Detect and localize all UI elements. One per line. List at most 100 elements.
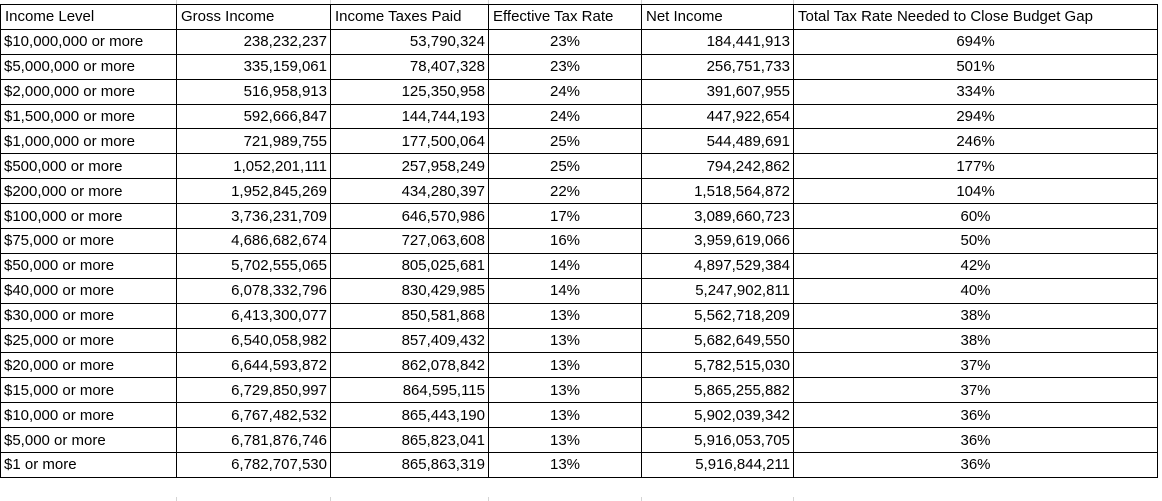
table-cell[interactable]: 5,916,053,705 [641,427,794,454]
table-cell[interactable]: $20,000 or more [0,352,177,379]
table-cell[interactable]: 5,682,649,550 [641,327,794,354]
table-cell[interactable]: 544,489,691 [641,128,794,155]
table-cell[interactable]: 5,916,844,211 [641,452,794,478]
table-cell[interactable]: 36% [793,427,1158,454]
table-cell[interactable]: $15,000 or more [0,377,177,404]
table-cell[interactable]: 1,952,845,269 [176,178,331,205]
table-cell[interactable]: 6,644,593,872 [176,352,331,379]
table-cell[interactable]: 104% [793,178,1158,205]
table-cell[interactable]: 501% [793,53,1158,80]
table-cell[interactable]: 256,751,733 [641,53,794,80]
table-cell[interactable]: 13% [488,427,642,454]
table-cell[interactable]: 42% [793,252,1158,279]
table-cell[interactable]: 335,159,061 [176,53,331,80]
table-cell[interactable]: 1,518,564,872 [641,178,794,205]
table-cell[interactable]: 434,280,397 [330,178,489,205]
table-cell[interactable]: $1 or more [0,452,177,478]
table-cell[interactable]: $30,000 or more [0,302,177,329]
table-cell[interactable]: 1,052,201,111 [176,153,331,180]
table-cell[interactable]: 447,922,654 [641,103,794,130]
table-cell[interactable]: 60% [793,203,1158,230]
table-cell[interactable]: 36% [793,402,1158,429]
table-cell[interactable]: $200,000 or more [0,178,177,205]
table-cell[interactable]: 23% [488,28,642,55]
table-cell[interactable]: 865,443,190 [330,402,489,429]
table-cell[interactable]: 5,702,555,065 [176,252,331,279]
table-cell[interactable]: 13% [488,377,642,404]
table-cell[interactable]: 13% [488,327,642,354]
table-cell[interactable]: 857,409,432 [330,327,489,354]
table-cell[interactable]: 144,744,193 [330,103,489,130]
table-cell[interactable]: $1,500,000 or more [0,103,177,130]
table-cell[interactable]: 24% [488,78,642,105]
table-cell[interactable]: 78,407,328 [330,53,489,80]
table-cell[interactable]: 4,686,682,674 [176,228,331,254]
table-cell[interactable]: 516,958,913 [176,78,331,105]
table-cell[interactable]: 5,247,902,811 [641,277,794,304]
table-cell[interactable]: $1,000,000 or more [0,128,177,155]
table-cell[interactable]: 40% [793,277,1158,304]
table-cell[interactable]: 592,666,847 [176,103,331,130]
table-cell[interactable]: $75,000 or more [0,228,177,254]
table-cell[interactable]: 3,736,231,709 [176,203,331,230]
column-header[interactable]: Income Level [0,4,177,30]
table-cell[interactable]: 6,729,850,997 [176,377,331,404]
table-cell[interactable]: 53,790,324 [330,28,489,55]
table-cell[interactable]: 36% [793,452,1158,478]
table-cell[interactable]: 6,540,058,982 [176,327,331,354]
table-cell[interactable]: 38% [793,327,1158,354]
table-cell[interactable]: 38% [793,302,1158,329]
table-cell[interactable]: 24% [488,103,642,130]
table-cell[interactable]: 5,902,039,342 [641,402,794,429]
table-cell[interactable]: 334% [793,78,1158,105]
table-cell[interactable]: 257,958,249 [330,153,489,180]
table-cell[interactable]: 238,232,237 [176,28,331,55]
table-cell[interactable]: $5,000 or more [0,427,177,454]
table-cell[interactable]: 17% [488,203,642,230]
table-cell[interactable]: 865,863,319 [330,452,489,478]
table-cell[interactable]: $50,000 or more [0,252,177,279]
table-cell[interactable]: $500,000 or more [0,153,177,180]
column-header[interactable]: Net Income [641,4,794,30]
table-cell[interactable]: 727,063,608 [330,228,489,254]
table-cell[interactable]: 13% [488,352,642,379]
table-cell[interactable]: $25,000 or more [0,327,177,354]
table-cell[interactable]: $5,000,000 or more [0,53,177,80]
table-cell[interactable]: 6,078,332,796 [176,277,331,304]
table-cell[interactable]: $40,000 or more [0,277,177,304]
table-cell[interactable]: 5,782,515,030 [641,352,794,379]
table-cell[interactable]: 850,581,868 [330,302,489,329]
table-cell[interactable]: 864,595,115 [330,377,489,404]
table-cell[interactable]: 246% [793,128,1158,155]
table-cell[interactable]: 37% [793,352,1158,379]
table-cell[interactable]: $10,000 or more [0,402,177,429]
column-header[interactable]: Income Taxes Paid [330,4,489,30]
column-header[interactable]: Total Tax Rate Needed to Close Budget Ga… [793,4,1158,30]
table-cell[interactable]: 50% [793,228,1158,254]
table-cell[interactable]: 23% [488,53,642,80]
table-cell[interactable]: 177% [793,153,1158,180]
table-cell[interactable]: 22% [488,178,642,205]
table-cell[interactable]: 5,562,718,209 [641,302,794,329]
table-cell[interactable]: 177,500,064 [330,128,489,155]
table-cell[interactable]: 646,570,986 [330,203,489,230]
table-cell[interactable]: 25% [488,128,642,155]
table-cell[interactable]: 6,767,482,532 [176,402,331,429]
table-cell[interactable]: 14% [488,252,642,279]
table-cell[interactable]: 13% [488,402,642,429]
table-cell[interactable]: 6,782,707,530 [176,452,331,478]
table-cell[interactable]: 3,959,619,066 [641,228,794,254]
table-cell[interactable]: 865,823,041 [330,427,489,454]
table-cell[interactable]: 830,429,985 [330,277,489,304]
table-cell[interactable]: 184,441,913 [641,28,794,55]
table-cell[interactable]: 862,078,842 [330,352,489,379]
table-cell[interactable]: 6,413,300,077 [176,302,331,329]
table-cell[interactable]: 6,781,876,746 [176,427,331,454]
column-header[interactable]: Gross Income [176,4,331,30]
table-cell[interactable]: 805,025,681 [330,252,489,279]
column-header[interactable]: Effective Tax Rate [488,4,642,30]
table-cell[interactable]: 14% [488,277,642,304]
table-cell[interactable]: 37% [793,377,1158,404]
table-cell[interactable]: 13% [488,302,642,329]
table-cell[interactable]: 4,897,529,384 [641,252,794,279]
